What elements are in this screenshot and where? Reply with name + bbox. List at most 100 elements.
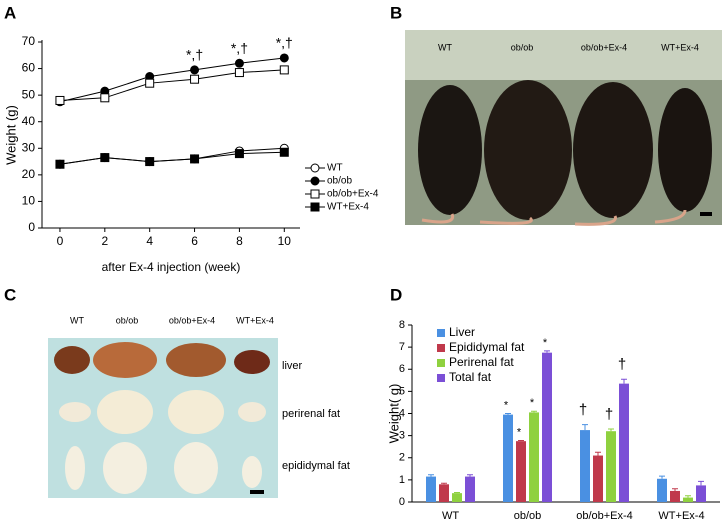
- error-bar: [441, 482, 447, 485]
- legend-label: Liver: [449, 325, 475, 339]
- point: [55, 95, 65, 105]
- y-tick-label: 60: [22, 61, 36, 75]
- legend-label: Epididymal fat: [449, 340, 525, 354]
- error-bar: [531, 410, 537, 413]
- y-tick-label: 70: [22, 34, 36, 48]
- error-bar: [454, 491, 460, 494]
- legend-label: WT: [327, 163, 343, 174]
- point: [234, 149, 244, 159]
- y-tick-label: 30: [22, 140, 36, 154]
- photo-label: WT+Ex-4: [661, 42, 699, 52]
- error-bar: [608, 428, 614, 432]
- error-bar: [685, 495, 691, 498]
- panel-letter: B: [390, 3, 402, 22]
- row-label: epididymal fat: [282, 460, 350, 472]
- y-tick-label: 8: [399, 319, 405, 331]
- row-label: liver: [282, 360, 303, 372]
- annotation: *,†: [276, 35, 293, 51]
- legend-label: Perirenal fat: [449, 355, 514, 369]
- bar: [465, 476, 475, 502]
- significance: †: [605, 406, 613, 423]
- error-bar: [698, 480, 704, 486]
- panel-letter: A: [4, 3, 16, 22]
- point: [310, 176, 320, 186]
- significance: *: [530, 397, 535, 409]
- annotation: *,†: [231, 40, 248, 56]
- error-bar: [659, 475, 665, 479]
- point: [190, 154, 200, 164]
- bar: [683, 497, 693, 502]
- photo-label: ob/ob: [511, 42, 534, 52]
- series-line: [59, 69, 285, 101]
- point: [55, 159, 65, 169]
- x-tick-label: ob/ob+Ex-4: [576, 510, 633, 522]
- y-tick-label: 0: [399, 496, 405, 508]
- error-bar: [518, 439, 524, 442]
- point: [190, 74, 200, 84]
- photo-label: WT: [70, 315, 84, 325]
- point: [279, 53, 289, 63]
- x-tick-label: 4: [146, 234, 153, 248]
- bar: [619, 383, 629, 502]
- significance: *: [504, 399, 509, 411]
- significance: †: [579, 402, 587, 419]
- error-bar: [505, 413, 511, 415]
- error-bar: [621, 378, 627, 384]
- legend-label: WT+Ex-4: [327, 202, 369, 213]
- bar: [542, 352, 552, 502]
- legend-swatch: [437, 344, 445, 352]
- point: [100, 93, 110, 103]
- y-tick-label: 7: [399, 341, 405, 353]
- error-bar: [582, 424, 588, 431]
- legend-label: ob/ob+Ex-4: [327, 189, 379, 200]
- y-tick-label: 2: [399, 452, 405, 464]
- x-axis-label: after Ex-4 injection (week): [102, 260, 241, 274]
- legend-label: Total fat: [449, 370, 492, 384]
- point: [310, 163, 320, 173]
- bar: [503, 414, 513, 502]
- significance: †: [618, 356, 626, 373]
- y-tick-label: 10: [22, 194, 36, 208]
- significance: *: [517, 426, 522, 438]
- point: [145, 78, 155, 88]
- point: [279, 147, 289, 157]
- error-bar: [428, 474, 434, 477]
- point: [190, 65, 200, 75]
- bar: [593, 455, 603, 502]
- error-bar: [467, 474, 473, 477]
- x-tick-label: WT: [442, 510, 459, 522]
- y-tick-label: 40: [22, 114, 36, 128]
- bar: [516, 441, 526, 502]
- x-tick-label: 8: [236, 234, 243, 248]
- significance: *: [543, 337, 548, 349]
- series-line: [59, 151, 285, 165]
- legend-swatch: [437, 374, 445, 382]
- point: [279, 65, 289, 75]
- y-tick-label: 20: [22, 167, 36, 181]
- bar: [452, 493, 462, 502]
- bar: [670, 490, 680, 502]
- y-tick-label: 0: [28, 220, 35, 234]
- y-tick-label: 5: [399, 385, 405, 397]
- photo-label: ob/ob+Ex-4: [581, 42, 627, 52]
- photo-b: [405, 30, 722, 226]
- y-tick-label: 3: [399, 430, 405, 442]
- panel-letter: D: [390, 285, 402, 304]
- x-tick-label: WT+Ex-4: [658, 510, 704, 522]
- legend-swatch: [437, 329, 445, 337]
- row-label: perirenal fat: [282, 408, 340, 420]
- x-tick-label: 6: [191, 234, 198, 248]
- series-line: [59, 147, 285, 165]
- point: [145, 157, 155, 167]
- y-tick-label: 50: [22, 87, 36, 101]
- bar: [580, 430, 590, 502]
- bar: [426, 476, 436, 502]
- photo-label: WT+Ex-4: [236, 315, 274, 325]
- photo-label: WT: [438, 42, 452, 52]
- bar: [439, 484, 449, 502]
- photo-c: [48, 338, 278, 498]
- bar: [606, 431, 616, 502]
- point: [234, 68, 244, 78]
- bar: [696, 485, 706, 502]
